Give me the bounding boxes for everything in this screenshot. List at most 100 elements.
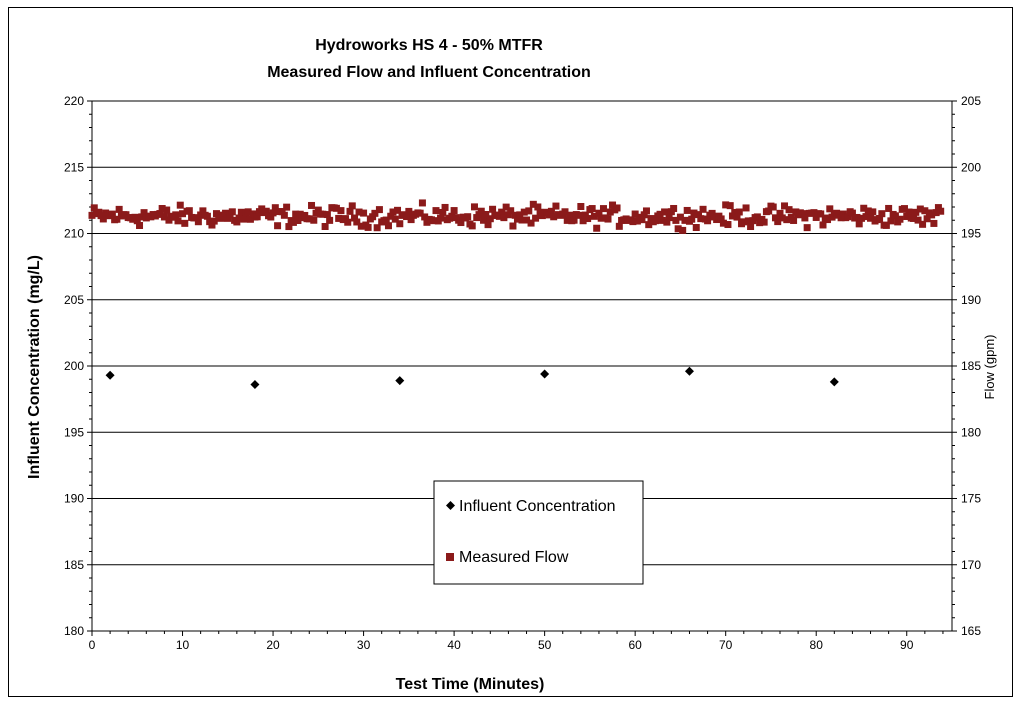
flow-point: [486, 215, 494, 223]
flow-point: [477, 207, 485, 215]
flow-point: [910, 214, 918, 222]
flow-point: [676, 213, 684, 221]
flow-point: [774, 218, 782, 226]
flow-point: [928, 211, 936, 219]
flow-point: [919, 220, 927, 228]
flow-point: [136, 221, 144, 229]
flow-point: [747, 223, 755, 231]
influent-point: [540, 369, 550, 379]
x-tick-label: 40: [447, 638, 461, 652]
flow-point: [577, 203, 585, 211]
flow-point: [482, 211, 490, 219]
flow-point: [208, 221, 216, 229]
flow-point: [642, 207, 650, 215]
x-tick-label: 60: [628, 638, 642, 652]
flow-point: [552, 202, 560, 210]
flow-point: [437, 214, 445, 222]
flow-point: [803, 224, 811, 232]
flow-point: [631, 210, 639, 218]
x-tick-label: 90: [900, 638, 914, 652]
flow-point: [156, 210, 164, 218]
flow-point: [717, 215, 725, 223]
legend: Influent Concentration Measured Flow: [433, 480, 644, 585]
flow-point: [722, 201, 730, 209]
flow-point: [853, 213, 861, 221]
flow-point: [394, 206, 402, 214]
flow-point: [683, 206, 691, 214]
flow-point: [887, 217, 895, 225]
flow-point: [588, 205, 596, 213]
flow-point: [584, 215, 592, 223]
flow-point: [765, 207, 773, 215]
legend-square-marker: [446, 553, 454, 561]
flow-point: [138, 213, 146, 221]
y2-tick-label: 185: [961, 359, 981, 373]
x-tick-label: 70: [719, 638, 733, 652]
flow-point: [108, 210, 116, 218]
flow-point: [810, 209, 818, 217]
flow-point: [253, 213, 261, 221]
flow-point: [905, 208, 913, 216]
flow-point: [731, 208, 739, 216]
y-tick-label: 180: [64, 624, 84, 638]
flow-point: [335, 214, 343, 222]
flow-point: [507, 207, 515, 215]
flow-point: [511, 211, 519, 219]
flow-point: [681, 216, 689, 224]
flow-point: [292, 210, 300, 218]
flow-point: [470, 203, 478, 211]
flow-point: [864, 207, 872, 215]
flow-point: [869, 208, 877, 216]
flow-point: [387, 212, 395, 220]
y-tick-label: 185: [64, 558, 84, 572]
flow-point: [235, 214, 243, 222]
flow-point: [708, 209, 716, 217]
flow-point: [344, 218, 352, 226]
flow-point: [160, 213, 168, 221]
flow-point: [857, 214, 865, 222]
flow-point: [269, 209, 277, 217]
flow-point: [579, 217, 587, 225]
flow-point: [323, 211, 331, 219]
flow-point: [930, 219, 938, 227]
legend-diamond-marker: [446, 501, 455, 510]
influent-point: [829, 377, 839, 387]
flow-point: [891, 212, 899, 220]
flow-point: [518, 216, 526, 224]
flow-point: [547, 207, 555, 215]
flow-point: [289, 218, 297, 226]
flow-point: [735, 208, 743, 216]
flow-point: [520, 208, 528, 216]
y2-tick-label: 200: [961, 160, 981, 174]
flow-point: [638, 216, 646, 224]
flow-point: [90, 204, 98, 212]
x-tick-label: 20: [266, 638, 280, 652]
flow-point: [900, 205, 908, 213]
flow-point: [432, 207, 440, 215]
flow-point: [629, 218, 637, 226]
flow-point: [274, 222, 282, 230]
x-tick-label: 30: [357, 638, 371, 652]
flow-point: [267, 213, 275, 221]
flow-point: [704, 217, 712, 225]
flow-point: [357, 222, 365, 230]
flow-point: [661, 208, 669, 216]
y2-axis-title: Flow (gpm): [982, 334, 997, 399]
flow-point: [113, 215, 121, 223]
flow-point: [674, 225, 682, 233]
flow-point: [115, 205, 123, 213]
flow-point: [500, 214, 508, 222]
flow-point: [233, 218, 241, 226]
flow-point: [656, 210, 664, 218]
flow-point: [640, 211, 648, 219]
flow-point: [652, 217, 660, 225]
flow-point: [174, 217, 182, 225]
flow-point: [210, 217, 218, 225]
flow-point: [593, 224, 601, 232]
x-tick-label: 50: [538, 638, 552, 652]
flow-point: [192, 214, 200, 222]
flow-point: [724, 221, 732, 229]
flow-point: [416, 209, 424, 217]
flow-point: [448, 212, 456, 220]
flow-point: [679, 226, 687, 234]
